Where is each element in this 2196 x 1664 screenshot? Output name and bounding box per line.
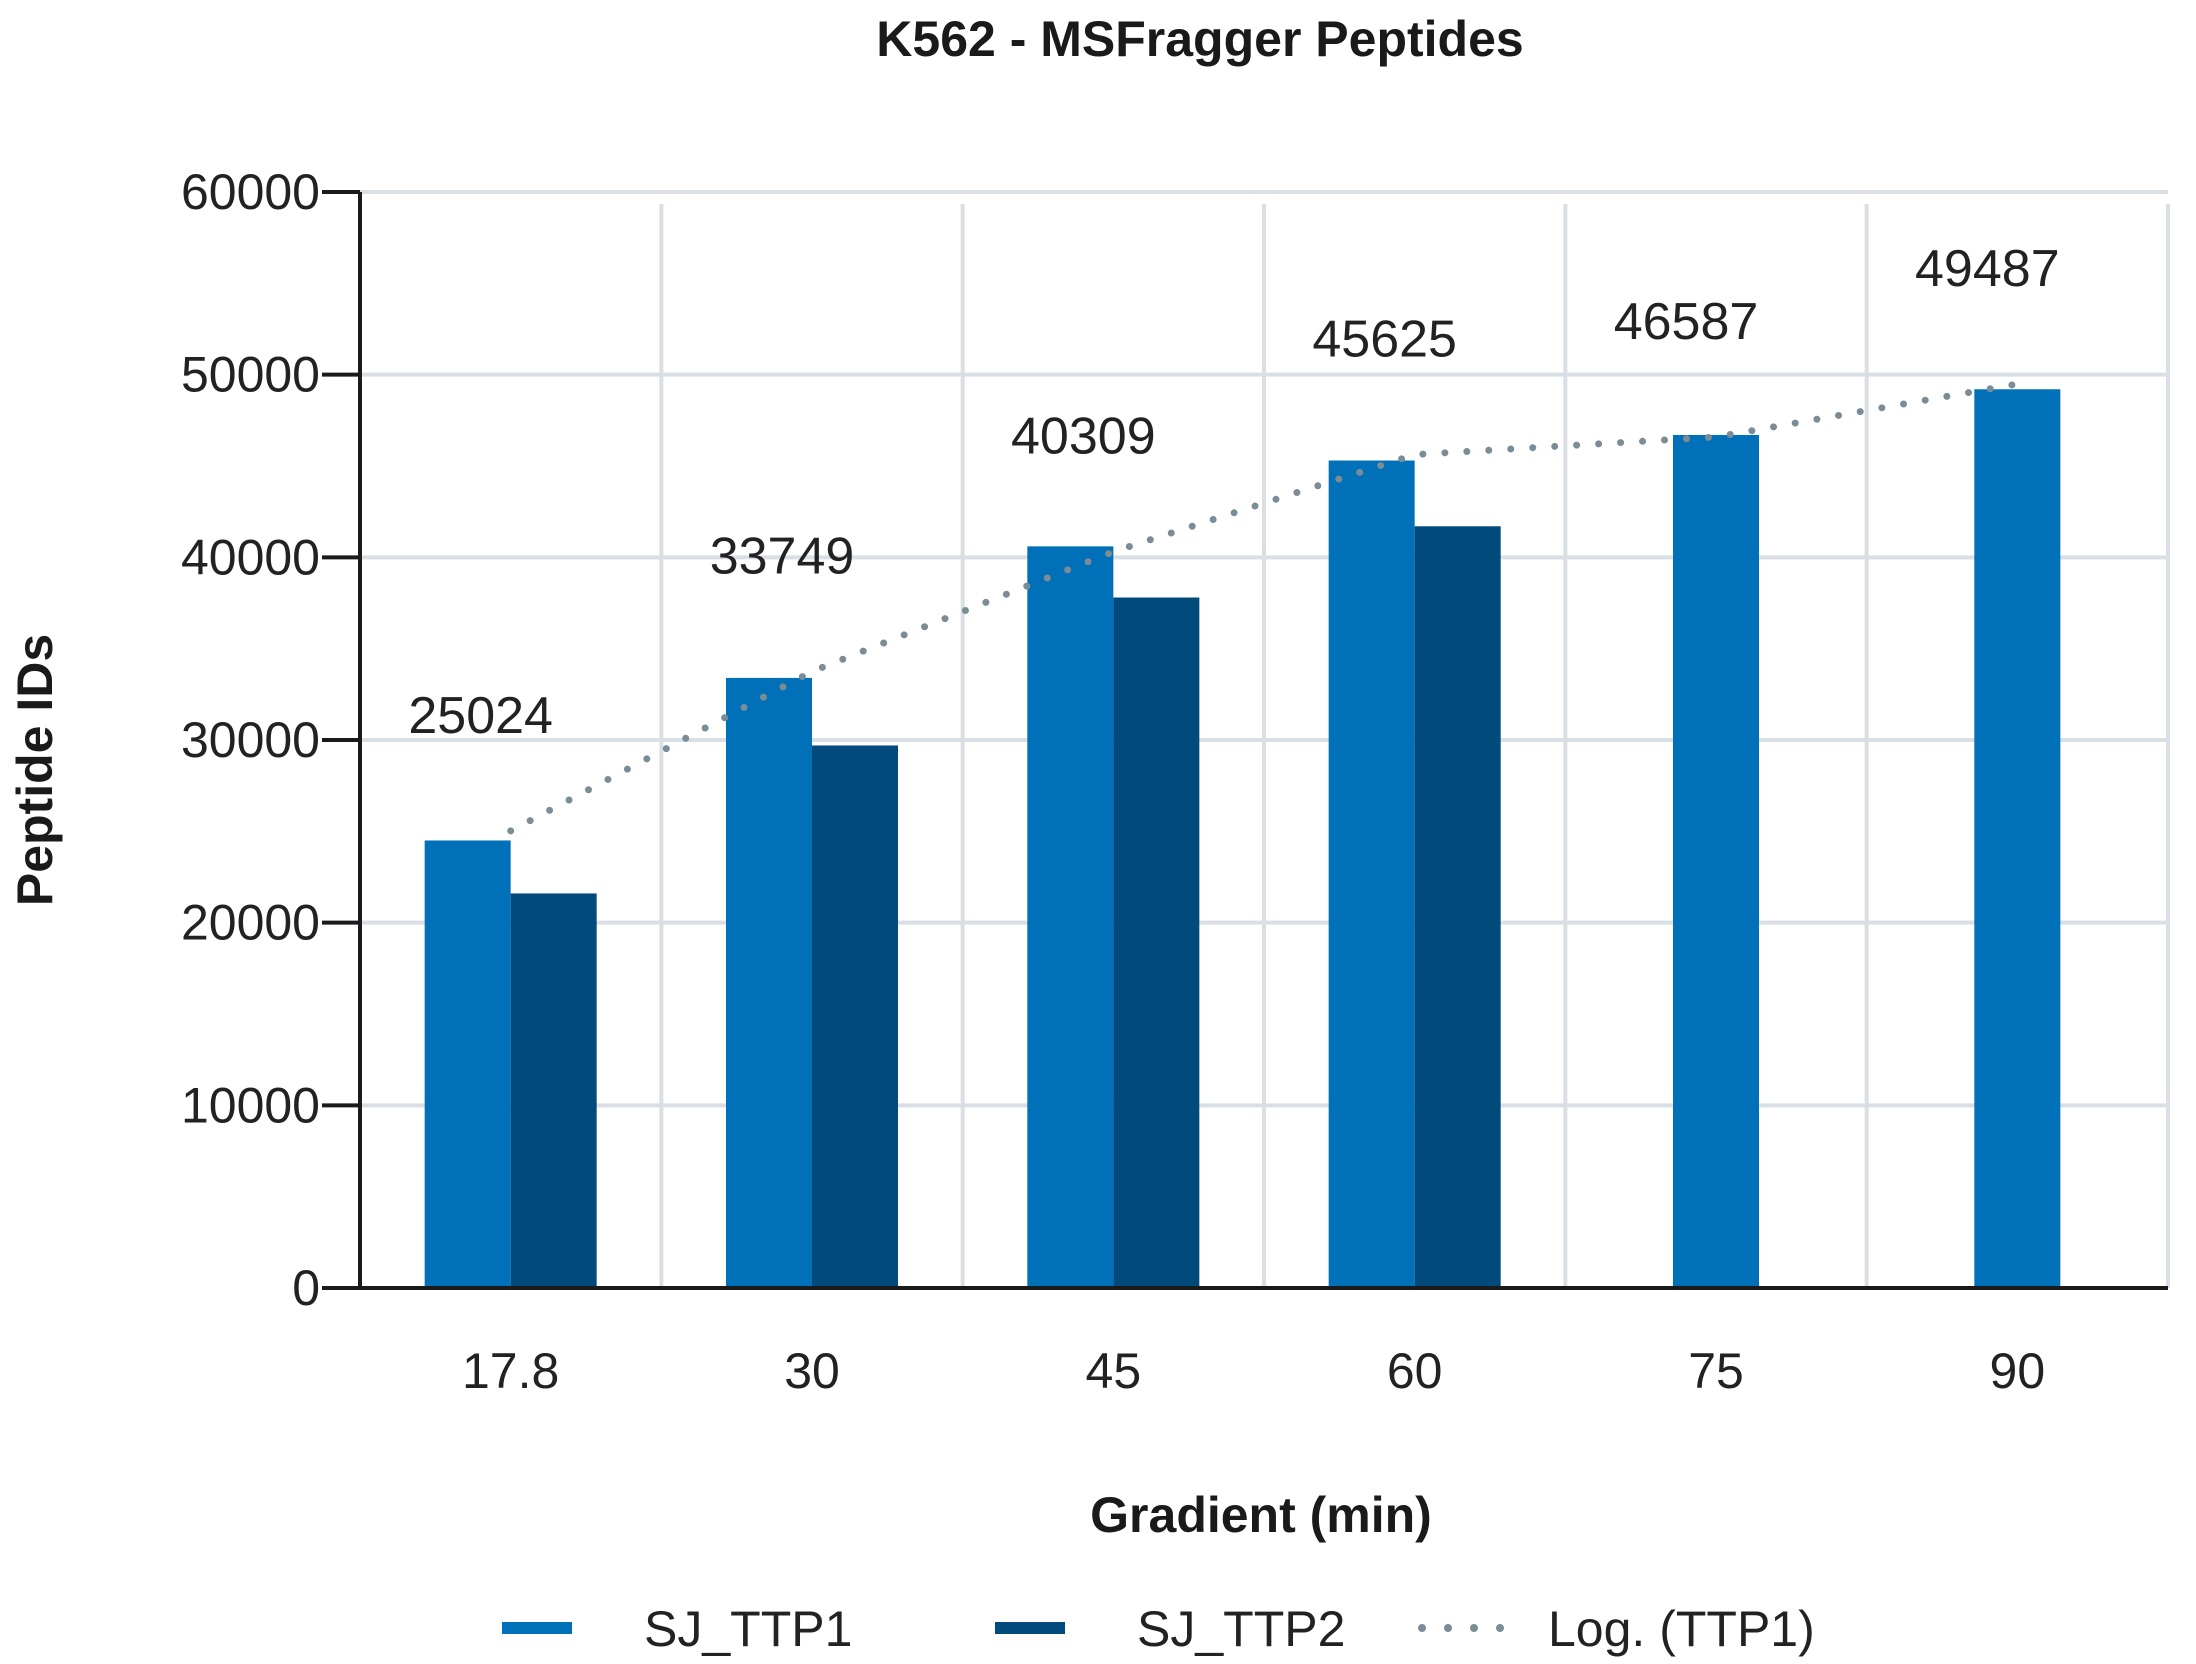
- legend: SJ_TTP1 SJ_TTP2 Log. (TTP1): [502, 1601, 1815, 1657]
- y-tick-label: 10000: [181, 1077, 320, 1133]
- x-tick-label: 45: [1086, 1343, 1142, 1399]
- bar-sj-ttp1-45: [1027, 546, 1114, 1288]
- x-tick-label: 60: [1387, 1343, 1443, 1399]
- bars: [424, 389, 2061, 1288]
- legend-swatch-sj-ttp2: [995, 1622, 1065, 1634]
- bar-sj-ttp2-45: [1113, 597, 1200, 1288]
- legend-label: Log. (TTP1): [1548, 1601, 1815, 1657]
- data-label: 45625: [1312, 311, 1457, 369]
- trendline-path: [507, 380, 2021, 835]
- bar-sj-ttp1-30: [726, 677, 812, 1288]
- bar-sj-ttp2-30: [812, 745, 898, 1288]
- data-labels: 25024 33749 40309 45625 46587 49487: [408, 240, 2059, 745]
- data-label: 40309: [1011, 408, 1156, 466]
- legend-label: SJ_TTP1: [644, 1601, 852, 1657]
- bar-sj-ttp1-60: [1328, 460, 1415, 1288]
- legend-label: SJ_TTP2: [1137, 1601, 1345, 1657]
- data-label: 33749: [710, 528, 855, 586]
- chart-title: K562 - MSFragger Peptides: [876, 11, 1523, 67]
- y-tick-label: 40000: [181, 529, 320, 585]
- y-tick-label: 0: [292, 1260, 320, 1316]
- data-label: 25024: [408, 687, 553, 745]
- legend-swatch-sj-ttp1: [502, 1622, 572, 1634]
- y-tick-label: 20000: [181, 895, 320, 951]
- bar-sj-ttp2-60: [1414, 526, 1501, 1288]
- y-tick-label: 60000: [181, 164, 320, 220]
- gridlines: [360, 190, 2170, 1288]
- x-tick-label: 17.8: [462, 1343, 559, 1399]
- data-label: 46587: [1614, 293, 1759, 351]
- y-axis-title: Peptide IDs: [7, 634, 63, 906]
- bar-sj-ttp1-17.8: [424, 840, 511, 1288]
- bar-sj-ttp1-90: [1974, 389, 2061, 1288]
- data-label: 49487: [1915, 240, 2060, 298]
- x-tick-label: 75: [1688, 1343, 1744, 1399]
- bar-sj-ttp1-75: [1673, 434, 1759, 1288]
- x-axis-title: Gradient (min): [1090, 1487, 1432, 1543]
- x-tick-label: 90: [1990, 1343, 2046, 1399]
- trendline: [507, 380, 2021, 835]
- bar-sj-ttp2-17.8: [510, 893, 597, 1288]
- y-tick-label: 30000: [181, 712, 320, 768]
- x-tick-label: 30: [784, 1343, 840, 1399]
- y-tick-label: 50000: [181, 347, 320, 403]
